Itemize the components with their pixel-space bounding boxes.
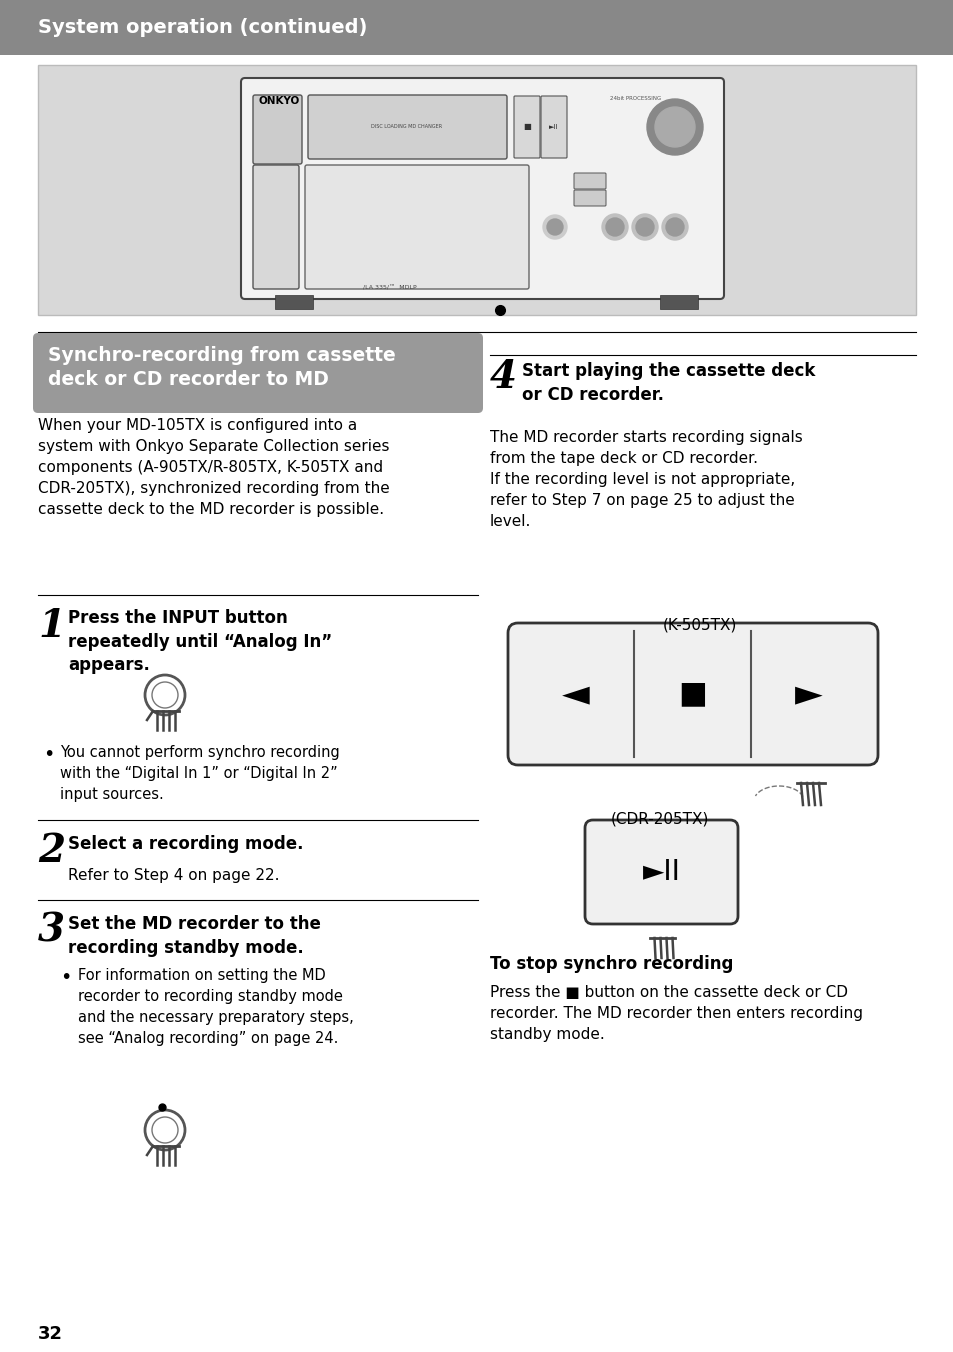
Text: 2: 2 <box>38 831 65 869</box>
Text: /LA 335/™  MDLP: /LA 335/™ MDLP <box>363 285 416 289</box>
FancyBboxPatch shape <box>33 333 482 412</box>
Circle shape <box>661 214 687 241</box>
FancyBboxPatch shape <box>540 96 566 158</box>
Text: ■: ■ <box>522 123 531 131</box>
Circle shape <box>601 214 627 241</box>
Circle shape <box>546 219 562 235</box>
Text: ►II: ►II <box>549 124 558 130</box>
Text: (K-505TX): (K-505TX) <box>662 618 737 633</box>
Text: Set the MD recorder to the
recording standby mode.: Set the MD recorder to the recording sta… <box>68 915 320 957</box>
Bar <box>274 295 313 310</box>
FancyBboxPatch shape <box>514 96 539 158</box>
Text: You cannot perform synchro recording
with the “Digital In 1” or “Digital In 2”
i: You cannot perform synchro recording wit… <box>60 745 339 802</box>
FancyBboxPatch shape <box>241 78 723 299</box>
Text: 4: 4 <box>490 358 517 396</box>
Text: Press the INPUT button
repeatedly until “Analog In”
appears.: Press the INPUT button repeatedly until … <box>68 608 332 675</box>
Text: Refer to Step 4 on page 22.: Refer to Step 4 on page 22. <box>68 868 279 883</box>
FancyBboxPatch shape <box>574 191 605 206</box>
FancyBboxPatch shape <box>305 165 529 289</box>
Text: 24bit PROCESSING: 24bit PROCESSING <box>609 96 660 101</box>
Text: DISC LOADING MD CHANGER: DISC LOADING MD CHANGER <box>371 124 442 130</box>
Text: 3: 3 <box>38 913 65 950</box>
Text: •: • <box>60 968 71 987</box>
Text: To stop synchro recording: To stop synchro recording <box>490 955 733 973</box>
Circle shape <box>636 218 654 237</box>
Text: System operation (continued): System operation (continued) <box>38 18 367 37</box>
Text: ONKYO: ONKYO <box>258 96 300 105</box>
Text: Synchro-recording from cassette
deck or CD recorder to MD: Synchro-recording from cassette deck or … <box>48 346 395 389</box>
FancyBboxPatch shape <box>253 165 298 289</box>
Circle shape <box>646 99 702 155</box>
FancyBboxPatch shape <box>0 0 953 55</box>
Text: (CDR-205TX): (CDR-205TX) <box>610 813 708 827</box>
Text: ►II: ►II <box>642 859 679 886</box>
Text: ►: ► <box>794 677 822 711</box>
Bar <box>38 65 915 315</box>
Text: Press the ■ button on the cassette deck or CD
recorder. The MD recorder then ent: Press the ■ button on the cassette deck … <box>490 986 862 1042</box>
Text: Select a recording mode.: Select a recording mode. <box>68 836 303 853</box>
Bar <box>659 295 698 310</box>
Text: ■: ■ <box>678 680 707 708</box>
FancyBboxPatch shape <box>308 95 506 160</box>
Text: The MD recorder starts recording signals
from the tape deck or CD recorder.
If t: The MD recorder starts recording signals… <box>490 430 801 529</box>
Text: 1: 1 <box>38 607 65 645</box>
Circle shape <box>665 218 683 237</box>
FancyBboxPatch shape <box>253 95 302 164</box>
Circle shape <box>542 215 566 239</box>
Circle shape <box>605 218 623 237</box>
Text: When your MD-105TX is configured into a
system with Onkyo Separate Collection se: When your MD-105TX is configured into a … <box>38 418 390 516</box>
Text: Start playing the cassette deck
or CD recorder.: Start playing the cassette deck or CD re… <box>521 362 815 404</box>
Text: For information on setting the MD
recorder to recording standby mode
and the nec: For information on setting the MD record… <box>78 968 354 1046</box>
Circle shape <box>655 107 695 147</box>
Circle shape <box>631 214 658 241</box>
FancyBboxPatch shape <box>574 173 605 189</box>
FancyBboxPatch shape <box>507 623 877 765</box>
Text: ◄: ◄ <box>561 677 589 711</box>
Text: •: • <box>43 745 54 764</box>
Text: 32: 32 <box>38 1325 63 1343</box>
FancyBboxPatch shape <box>584 821 738 923</box>
